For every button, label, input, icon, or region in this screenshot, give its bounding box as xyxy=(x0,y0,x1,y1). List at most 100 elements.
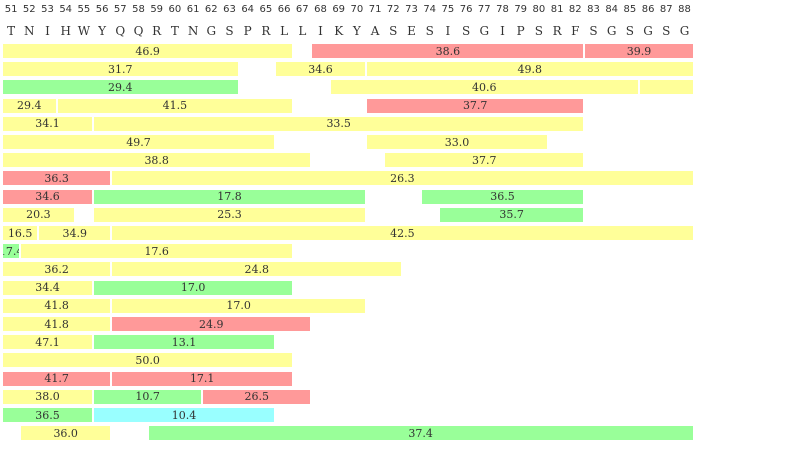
position-number: 61 xyxy=(186,4,200,15)
peptide-segment: 17.4 xyxy=(2,243,21,260)
peptide-segment: 36.2 xyxy=(2,261,112,278)
peptide-segment: 36.0 xyxy=(20,425,112,442)
residue-letter: I xyxy=(445,24,451,38)
peptide-segment: 10.4 xyxy=(93,407,275,423)
peptide-segment: 31.7 xyxy=(2,61,239,78)
position-number: 86 xyxy=(641,4,655,15)
peptide-segment: 46.9 xyxy=(2,43,294,59)
residue-letter: E xyxy=(407,24,416,38)
peptide-segment: 29.4 xyxy=(2,97,57,114)
residue-letter: A xyxy=(370,24,380,38)
peptide-segment xyxy=(639,79,694,96)
position-number: 87 xyxy=(659,4,673,15)
position-number: 77 xyxy=(477,4,491,15)
residue-letter: G xyxy=(643,24,653,38)
peptide-segment: 36.5 xyxy=(2,407,93,423)
position-number: 70 xyxy=(350,4,364,15)
position-number: 69 xyxy=(332,4,346,15)
position-number: 71 xyxy=(368,4,382,15)
residue-letter: P xyxy=(516,24,525,38)
position-number: 64 xyxy=(241,4,255,15)
position-number: 67 xyxy=(295,4,309,15)
peptide-segment: 37.4 xyxy=(147,425,694,442)
position-number: 65 xyxy=(259,4,273,15)
peptide-segment: 41.7 xyxy=(2,370,112,387)
peptide-segment: 26.3 xyxy=(111,170,694,187)
peptide-segment: 17.8 xyxy=(93,188,366,205)
peptide-segment: 47.1 xyxy=(2,334,93,351)
peptide-segment: 34.6 xyxy=(2,188,93,205)
position-number: 88 xyxy=(678,4,691,15)
residue-letter: H xyxy=(60,24,71,38)
position-number: 56 xyxy=(95,4,109,15)
peptide-segment: 13.1 xyxy=(93,334,275,351)
position-number: 76 xyxy=(459,4,473,15)
residue-letter: S xyxy=(225,24,234,38)
position-number: 81 xyxy=(550,4,564,15)
peptide-segment: 36.3 xyxy=(2,170,112,187)
peptide-segment: 37.7 xyxy=(384,152,585,169)
peptide-segment: 10.7 xyxy=(93,388,203,405)
residue-letter: G xyxy=(606,24,617,38)
residue-letter: I xyxy=(500,24,505,38)
peptide-segment: 17.6 xyxy=(20,243,294,260)
residue-letter: G xyxy=(206,24,217,38)
position-number: 68 xyxy=(314,4,327,15)
peptide-segment: 34.9 xyxy=(38,225,112,241)
residue-letter: T xyxy=(170,24,179,38)
position-number: 55 xyxy=(77,4,91,15)
peptide-segment: 38.8 xyxy=(2,152,312,169)
residue-letter: L xyxy=(280,24,289,38)
position-number: 57 xyxy=(113,4,127,15)
peptide-segment: 24.8 xyxy=(111,261,403,278)
residue-letter: R xyxy=(261,24,271,38)
position-number: 54 xyxy=(59,4,73,15)
residue-letter: G xyxy=(479,24,490,38)
peptide-segment: 37.7 xyxy=(366,97,585,114)
peptide-segment: 38.6 xyxy=(311,43,585,59)
position-number: 79 xyxy=(514,4,528,15)
residue-letter: I xyxy=(318,24,323,38)
residue-letter: G xyxy=(679,24,690,38)
peptide-segment: 20.3 xyxy=(2,206,75,223)
peptide-segment: 41.8 xyxy=(2,297,112,314)
position-number: 83 xyxy=(587,4,600,15)
position-number: 51 xyxy=(4,4,18,15)
residue-letter: R xyxy=(552,24,562,38)
residue-letter: F xyxy=(571,24,580,38)
peptide-segment: 41.8 xyxy=(2,316,112,332)
position-number: 72 xyxy=(386,4,400,15)
position-number: 63 xyxy=(223,4,236,15)
residue-letter: P xyxy=(243,24,252,38)
residue-letter: S xyxy=(425,24,434,38)
position-number: 66 xyxy=(277,4,291,15)
peptide-segment: 34.6 xyxy=(275,61,366,78)
residue-letter: L xyxy=(298,24,307,38)
residue-letter: S xyxy=(662,24,671,38)
position-number: 74 xyxy=(423,4,437,15)
peptide-segment: 38.0 xyxy=(2,388,93,405)
peptide-segment: 49.7 xyxy=(2,134,275,150)
position-number: 53 xyxy=(41,4,54,15)
residue-letter: Q xyxy=(115,24,126,38)
residue-letter: Y xyxy=(98,24,107,38)
position-number: 82 xyxy=(568,4,582,15)
peptide-segment: 41.5 xyxy=(56,97,294,114)
position-number: 80 xyxy=(532,4,546,15)
position-number: 52 xyxy=(22,4,36,15)
peptide-segment: 24.9 xyxy=(111,316,312,332)
peptide-segment: 34.1 xyxy=(2,115,93,132)
residue-letter: S xyxy=(461,24,471,38)
position-number: 84 xyxy=(605,4,619,15)
peptide-segment: 17.0 xyxy=(93,279,294,296)
peptide-segment: 16.5 xyxy=(2,225,39,241)
peptide-segment: 33.0 xyxy=(366,134,548,150)
position-number: 78 xyxy=(496,4,509,15)
residue-letter: S xyxy=(534,24,543,38)
residue-letter: S xyxy=(589,24,598,38)
peptide-segment: 26.5 xyxy=(202,388,312,405)
peptide-segment: 50.0 xyxy=(2,352,294,369)
position-number: 75 xyxy=(441,4,455,15)
peptide-segment: 25.3 xyxy=(93,206,366,223)
